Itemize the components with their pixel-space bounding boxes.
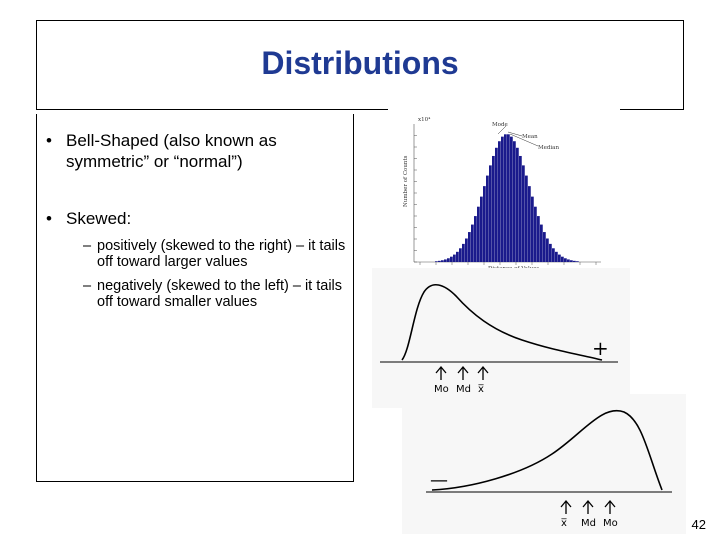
histogram-exponent: x10⁴ bbox=[418, 116, 431, 123]
histogram-bar bbox=[477, 206, 480, 262]
histogram-bar bbox=[456, 251, 459, 262]
sub-bullet-dash: – bbox=[83, 238, 92, 254]
histogram-bar bbox=[435, 261, 438, 262]
histogram-bar bbox=[510, 136, 513, 262]
histogram-bar bbox=[564, 258, 567, 262]
histogram-x-ticks bbox=[419, 262, 597, 265]
sub-bullet-positive: – positively (skewed to the right) – it … bbox=[83, 238, 359, 270]
title-box-gap bbox=[388, 106, 620, 114]
histogram-bars bbox=[435, 134, 579, 262]
histogram-bar bbox=[492, 155, 495, 262]
negative-skew-figure: — x̅ Md Mo bbox=[402, 394, 686, 534]
arrow-median bbox=[582, 499, 594, 514]
histogram-bar bbox=[444, 259, 447, 262]
histogram-bar bbox=[540, 224, 543, 262]
histogram-bar bbox=[555, 251, 558, 262]
bullet-dot: • bbox=[46, 131, 52, 150]
histogram-bar bbox=[519, 155, 522, 262]
histogram-bar bbox=[498, 141, 501, 262]
body-box bbox=[36, 114, 354, 482]
label-median: Md bbox=[581, 518, 596, 529]
histogram-bar bbox=[495, 147, 498, 262]
negative-skew-curve bbox=[431, 409, 663, 491]
histogram-y-ticks bbox=[414, 135, 417, 263]
histogram-bar bbox=[561, 256, 564, 262]
label-median: Md bbox=[456, 384, 471, 395]
plus-sign: + bbox=[592, 336, 609, 360]
histogram-bar bbox=[459, 248, 462, 262]
histogram-bar bbox=[543, 232, 546, 262]
histogram-bar bbox=[525, 175, 528, 262]
histogram-bar bbox=[441, 260, 444, 262]
minus-sign: — bbox=[430, 470, 448, 491]
sub-bullet-negative: – negatively (skewed to the left) – it t… bbox=[83, 278, 359, 310]
histogram-ylabel: Number of Counts bbox=[403, 155, 409, 207]
histogram-bar bbox=[522, 165, 525, 262]
histogram-bar bbox=[558, 254, 561, 262]
histogram-mean-label: Mean bbox=[522, 134, 538, 140]
arrow-median bbox=[457, 365, 469, 380]
sub-bullet-text: positively (skewed to the right) – it ta… bbox=[97, 238, 346, 270]
arrow-mode bbox=[435, 365, 447, 380]
histogram-bar bbox=[468, 232, 471, 262]
histogram-bar bbox=[438, 260, 441, 262]
histogram-bar bbox=[567, 259, 570, 262]
histogram-bar bbox=[453, 254, 456, 262]
arrow-mean bbox=[560, 499, 572, 514]
label-mode: Mo bbox=[434, 384, 449, 395]
histogram-bar bbox=[573, 260, 576, 262]
histogram-bar bbox=[489, 165, 492, 262]
histogram-bar bbox=[504, 134, 507, 262]
label-mode: Mo bbox=[603, 518, 618, 529]
label-mean: x̅ bbox=[477, 384, 484, 395]
histogram-bar bbox=[474, 216, 477, 262]
histogram-median-label: Median bbox=[538, 145, 559, 151]
bullet-text: Bell-Shaped (also known as symmetric” or… bbox=[66, 131, 277, 171]
bell-histogram-figure: x10⁴ Number of Counts Mode Mean Median D… bbox=[396, 112, 606, 272]
histogram-bar bbox=[507, 134, 510, 262]
histogram-bar bbox=[486, 175, 489, 262]
bullet-dot: • bbox=[46, 209, 52, 228]
histogram-bar bbox=[516, 147, 519, 262]
histogram-bar bbox=[534, 206, 537, 262]
histogram-bar bbox=[480, 196, 483, 262]
sub-bullet-text: negatively (skewed to the left) – it tai… bbox=[97, 278, 343, 310]
histogram-bar bbox=[576, 261, 579, 262]
bullet-bell-shaped: • Bell-Shaped (also known as symmetric” … bbox=[46, 130, 356, 172]
slide-number: 42 bbox=[691, 517, 706, 532]
histogram-bar bbox=[501, 136, 504, 262]
histogram-bar bbox=[450, 256, 453, 262]
histogram-bar bbox=[471, 224, 474, 262]
positive-skew-curve bbox=[401, 284, 603, 361]
histogram-bar bbox=[465, 238, 468, 262]
histogram-bar bbox=[528, 186, 531, 262]
title-box: Distributions bbox=[36, 20, 684, 110]
histogram-bar bbox=[513, 141, 516, 262]
slide-title: Distributions bbox=[261, 45, 459, 81]
bullet-text: Skewed: bbox=[66, 209, 132, 228]
label-mean: x̅ bbox=[560, 518, 567, 529]
histogram-bar bbox=[447, 258, 450, 262]
positive-skew-figure: + Mo Md x̅ bbox=[372, 268, 630, 408]
histogram-bar bbox=[483, 186, 486, 262]
histogram-bar bbox=[552, 248, 555, 262]
histogram-bar bbox=[531, 196, 534, 262]
bullet-skewed: • Skewed: bbox=[46, 208, 346, 229]
histogram-bar bbox=[546, 238, 549, 262]
sub-bullet-dash: – bbox=[83, 278, 92, 294]
histogram-mode-label: Mode bbox=[492, 122, 508, 128]
arrow-mode bbox=[604, 499, 616, 514]
arrow-mean bbox=[477, 365, 489, 380]
histogram-bar bbox=[570, 260, 573, 262]
histogram-bar bbox=[462, 243, 465, 262]
histogram-bar bbox=[549, 243, 552, 262]
histogram-bar bbox=[537, 216, 540, 262]
